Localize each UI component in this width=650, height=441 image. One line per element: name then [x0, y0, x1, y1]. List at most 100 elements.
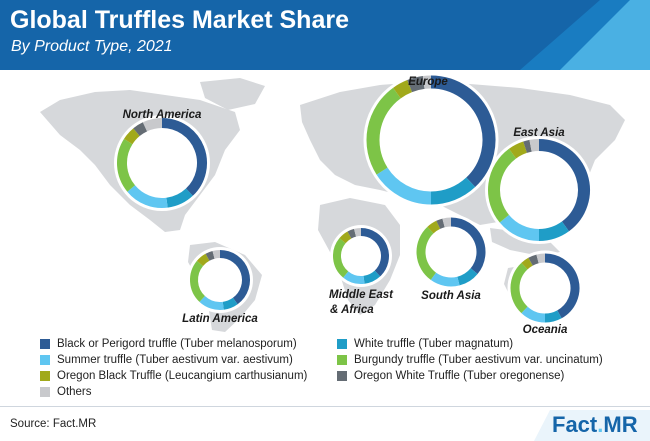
- chart-subtitle: By Product Type, 2021: [11, 38, 173, 55]
- donut-slice: [538, 139, 590, 232]
- header-decoration: [520, 0, 650, 70]
- logo-text: Fact.MR: [552, 412, 638, 438]
- donut-slice: [427, 220, 441, 234]
- donut-slice: [363, 270, 381, 284]
- region-label: Europe: [408, 76, 448, 88]
- legend-item-oregon-white: Oregon White Truffle (Tuber oregonense): [337, 370, 564, 382]
- donut-slice: [117, 138, 136, 192]
- legend-label: Oregon Black Truffle (Leucangium carthus…: [57, 370, 308, 382]
- logo-backdrop: [534, 410, 650, 441]
- donut-slice: [430, 177, 476, 205]
- legend-swatch: [337, 371, 347, 381]
- donut-slice: [347, 228, 357, 239]
- donut-slice: [196, 253, 210, 267]
- donut-slice: [333, 238, 349, 278]
- donut-slice: [124, 128, 140, 145]
- donut-slice: [436, 218, 445, 229]
- donut-slice: [190, 260, 206, 302]
- donut-slice: [166, 188, 193, 208]
- donut-north-america: North America: [114, 109, 210, 211]
- legend-item-summer-truffle: Summer truffle (Tuber aestivum var. aest…: [40, 354, 293, 366]
- source-note: Source: Fact.MR: [10, 418, 97, 430]
- donut-slice: [360, 228, 389, 277]
- region-label: Oceania: [523, 324, 568, 336]
- donut-backing: [114, 115, 210, 211]
- donut-slice: [142, 118, 163, 132]
- donut-slice: [339, 231, 352, 244]
- legend-swatch: [40, 355, 50, 365]
- legend-swatch: [40, 387, 50, 397]
- legend-item-oregon-black: Oregon Black Truffle (Leucangium carthus…: [40, 370, 307, 382]
- donut-europe: Europe: [363, 72, 499, 208]
- donut-slice: [343, 271, 365, 284]
- donut-slice: [499, 214, 540, 241]
- legend-item-white-truffle: White truffle (Tuber magnatum): [337, 338, 513, 350]
- region-label: & Africa: [330, 304, 374, 316]
- donut-slice: [536, 253, 546, 264]
- donut-latin-america: Latin America: [182, 247, 258, 325]
- donut-slice: [416, 226, 437, 280]
- donut-backing: [485, 136, 593, 244]
- header-banner: Global Truffles Market Share By Product …: [0, 0, 650, 70]
- legend-label: Others: [57, 386, 92, 398]
- legend-item-black-perigord: Black or Perigord truffle (Tuber melanos…: [40, 338, 297, 350]
- donut-slice: [457, 268, 478, 286]
- donut-slice: [161, 118, 207, 196]
- legend-label: White truffle (Tuber magnatum): [354, 338, 514, 350]
- donut-slice: [521, 257, 533, 270]
- donut-slice: [127, 185, 168, 208]
- logo-mr: MR: [603, 412, 638, 437]
- donut-slice: [529, 139, 540, 152]
- legend-item-burgundy-truffle: Burgundy truffle (Tuber aestivum var. un…: [337, 354, 603, 366]
- donut-slice: [354, 227, 362, 237]
- donut-slice: [430, 75, 496, 188]
- donut-slice: [222, 297, 238, 310]
- donut-slice: [510, 262, 528, 314]
- legend-swatch: [337, 339, 347, 349]
- donut-slice: [199, 295, 224, 310]
- legend-label: Summer truffle (Tuber aestivum var. aest…: [57, 354, 293, 366]
- donut-slice: [430, 272, 460, 287]
- donut-slice: [450, 217, 486, 274]
- footer-divider: [0, 406, 650, 407]
- region-label: East Asia: [513, 127, 565, 139]
- legend-label: Burgundy truffle (Tuber aestivum var. un…: [354, 354, 603, 366]
- regional-donut-charts: North America Europe East Asia Latin Americ…: [114, 72, 593, 336]
- chart-title: Global Truffles Market Share: [10, 6, 349, 34]
- donut-slice: [407, 76, 425, 93]
- legend-swatch: [337, 355, 347, 365]
- legend-label: Oregon White Truffle (Tuber oregonense): [354, 370, 565, 382]
- map-greenland: [200, 78, 265, 110]
- donut-slice: [219, 250, 250, 305]
- region-label: South Asia: [421, 290, 481, 302]
- donut-slice: [544, 253, 580, 319]
- donut-slice: [528, 254, 539, 266]
- legend-label: Black or Perigord truffle (Tuber melanos…: [57, 338, 297, 350]
- logo-dot: .: [597, 412, 604, 437]
- donut-slice: [376, 167, 432, 205]
- region-label: North America: [123, 109, 202, 121]
- donut-backing: [363, 72, 499, 208]
- donut-slice: [521, 306, 546, 323]
- donut-slice: [442, 217, 452, 228]
- donut-slice: [523, 139, 532, 153]
- donut-slice: [393, 80, 413, 99]
- donut-east-asia: East Asia: [485, 127, 593, 244]
- factmr-logo: Fact.MR: [534, 410, 650, 441]
- donut-oceania: Oceania: [507, 250, 583, 336]
- donut-slice: [133, 122, 148, 137]
- region-label: Middle East: [329, 289, 394, 301]
- donut-slice: [212, 250, 221, 259]
- donut-middle-east-africa: Middle East & Africa: [329, 225, 394, 316]
- donut-slice: [538, 221, 569, 241]
- donut-slice: [205, 250, 215, 261]
- legend-item-others: Others: [40, 386, 92, 398]
- region-label: Latin America: [182, 313, 258, 325]
- world-map: North America Europe East Asia Latin Americ…: [40, 72, 625, 336]
- donut-slice: [544, 310, 562, 323]
- donut-slice: [488, 148, 517, 223]
- legend-swatch: [40, 371, 50, 381]
- donut-slice: [366, 87, 401, 175]
- legend-swatch: [40, 339, 50, 349]
